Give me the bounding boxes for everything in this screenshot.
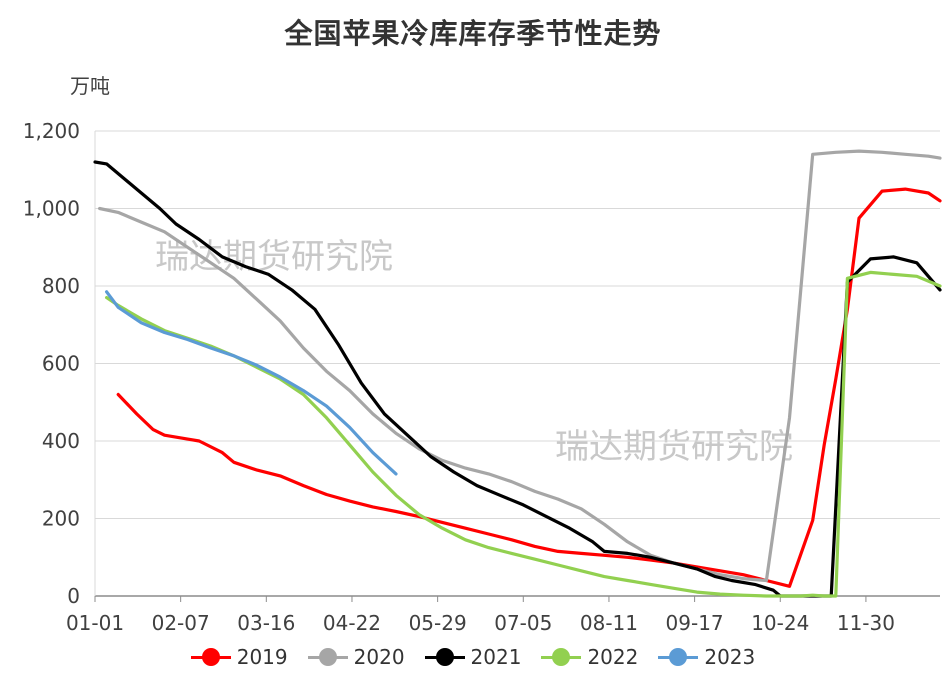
y-tick-label: 400: [42, 429, 80, 453]
legend-swatch-icon: [658, 647, 699, 667]
chart-title: 全国苹果冷库库存季节性走势: [284, 17, 662, 50]
legend-swatch-icon: [541, 647, 582, 667]
legend-swatch-icon: [424, 647, 465, 667]
series-line-2019: [116, 187, 942, 588]
y-tick-labels: 0 200 400 600 800 1,000 1,200: [23, 119, 80, 608]
y-axis-unit-label: 万吨: [70, 74, 110, 98]
legend-item-2020[interactable]: 2020: [307, 645, 405, 669]
legend-item-2019[interactable]: 2019: [190, 645, 288, 669]
x-tick-label: 07-05: [494, 611, 552, 635]
x-tick-label: 04-22: [323, 611, 381, 635]
x-tick-label: 10-24: [751, 611, 809, 635]
x-tick-label: 11-30: [837, 611, 895, 635]
y-tick-label: 1,200: [23, 119, 80, 143]
series-line-2022: [104, 270, 942, 598]
legend-label: 2021: [470, 645, 522, 669]
watermark-text: 瑞达期货研究院: [555, 427, 793, 467]
x-tick-label: 09-17: [666, 611, 724, 635]
legend-swatch-icon: [190, 647, 231, 667]
y-tick-label: 0: [67, 584, 80, 608]
x-tick-label: 02-07: [152, 611, 210, 635]
chart-legend: 2019 2020 2021 2022 2023: [0, 642, 946, 672]
series-line-2023: [104, 290, 398, 476]
legend-item-2021[interactable]: 2021: [424, 645, 522, 669]
y-tick-label: 1,000: [23, 197, 80, 221]
series-lines: [93, 149, 942, 598]
legend-label: 2020: [353, 645, 405, 669]
series-line-2021: [93, 160, 942, 598]
x-tick-labels: 01-01 02-07 03-16 04-22 05-29 07-05 08-11 09-17…: [66, 596, 895, 635]
legend-swatch-icon: [307, 647, 348, 667]
x-tick-label: 05-29: [409, 611, 467, 635]
x-tick-label: 01-01: [66, 611, 124, 635]
legend-item-2023[interactable]: 2023: [658, 645, 755, 669]
y-tick-label: 800: [42, 274, 80, 298]
grid-lines: [95, 130, 940, 597]
x-tick-label: 03-16: [237, 611, 295, 635]
legend-label: 2023: [704, 645, 756, 669]
watermark-text: 瑞达期货研究院: [155, 237, 393, 277]
legend-label: 2019: [236, 645, 288, 669]
y-tick-label: 200: [42, 507, 80, 531]
legend-item-2022[interactable]: 2022: [541, 645, 638, 669]
y-tick-label: 600: [42, 352, 80, 376]
x-tick-label: 08-11: [580, 611, 638, 635]
legend-label: 2022: [587, 645, 639, 669]
series-line-2020: [97, 149, 942, 583]
